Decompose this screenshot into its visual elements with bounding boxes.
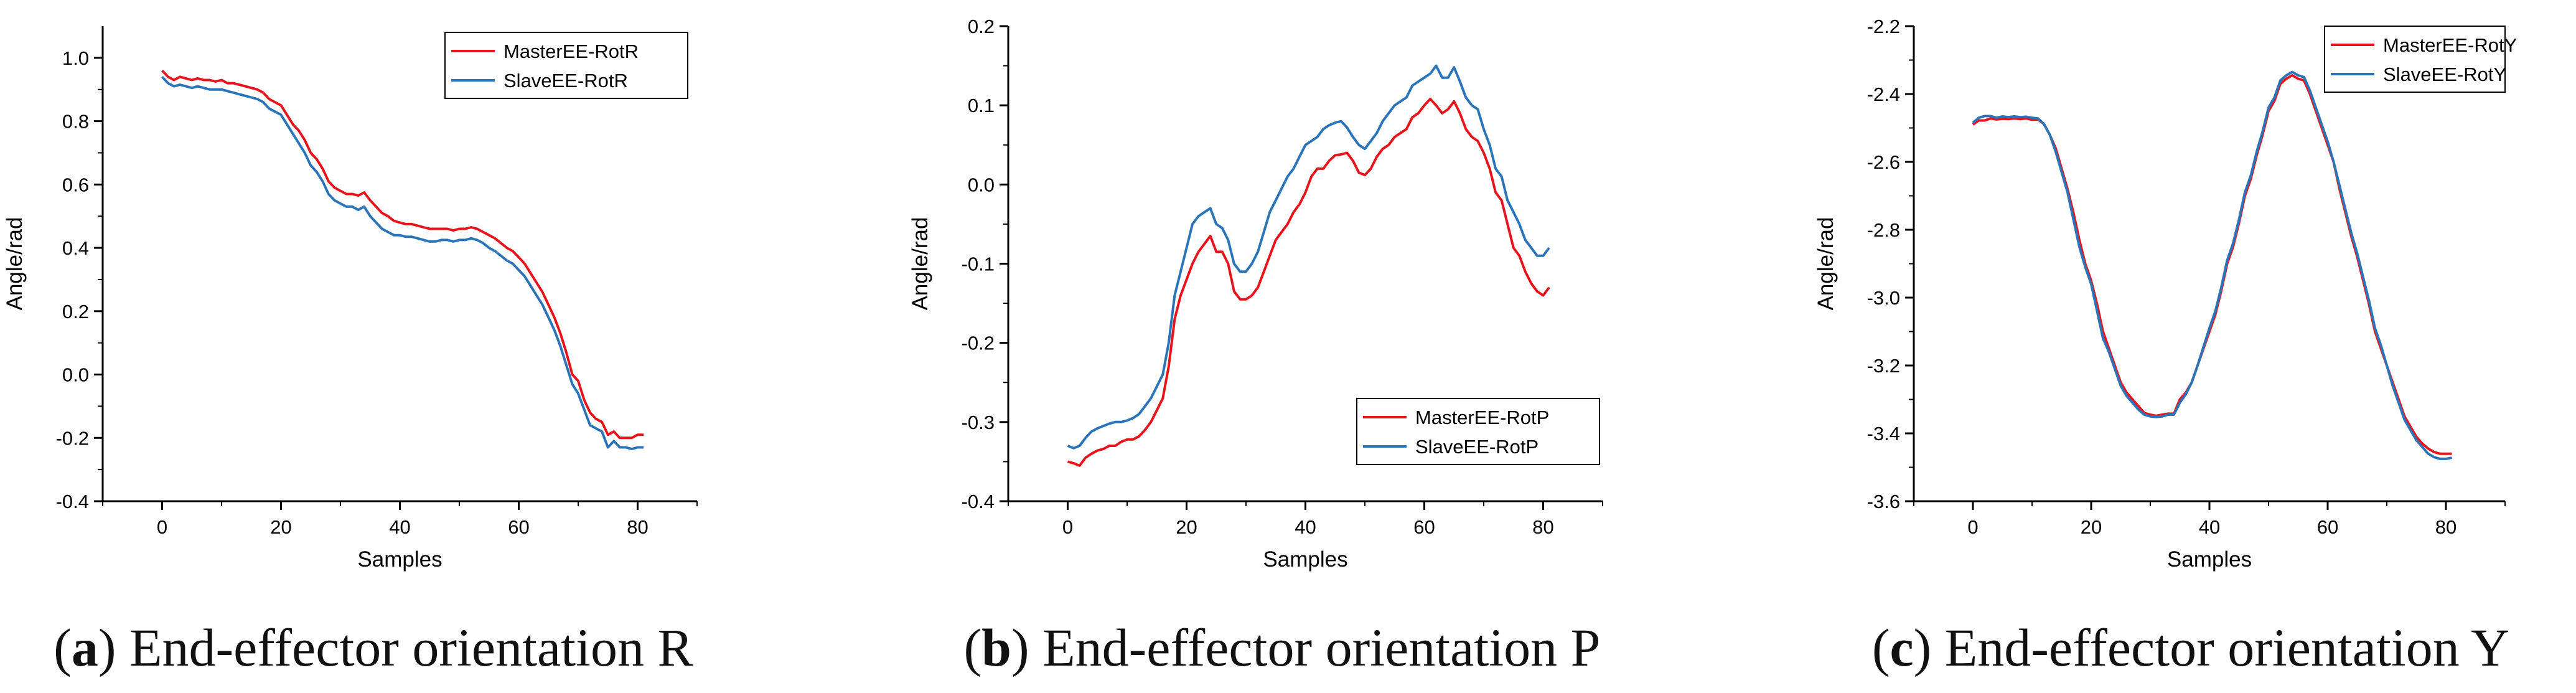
caption-b: (b) End-effector orientation P [963,618,1601,677]
c-x-tick-label: 80 [2435,516,2457,538]
b-y-tick-label: -0.3 [962,412,995,433]
a-x-axis-label: Samples [357,547,442,572]
c-y-tick-label: -3.6 [1867,491,1900,512]
b-legend-label-master: MasterEE-RotP [1415,407,1549,428]
c-series-line-slave [1972,70,2452,460]
b-x-tick-label: 40 [1295,516,1316,538]
a-y-axis-label: Angle/rad [2,217,27,311]
a-y-tick-label: -0.2 [56,427,89,449]
caption-a-letter: a [71,618,98,677]
c-y-tick-label: -3.0 [1867,287,1900,309]
c-y-tick-label: -3.4 [1867,423,1900,445]
b-series-line-master [1067,98,1550,467]
b-y-tick-label: -0.2 [962,332,995,354]
caption-a: (a) End-effector orientation R [54,618,693,677]
c-y-axis-label: Angle/rad [1814,217,1838,311]
a-legend-label-slave: SlaveEE-RotR [503,70,628,92]
b-series-line-slave [1067,64,1550,450]
a-y-tick-label: 0.0 [62,364,89,386]
c-x-tick-label: 40 [2199,516,2220,538]
c-x-tick-label: 0 [1967,516,1978,538]
b-legend-box [1356,398,1600,465]
caption-c-letter: c [1890,618,1914,677]
a-x-tick-label: 80 [627,516,648,538]
b-y-tick-label: -0.4 [962,491,995,512]
a-x-tick-label: 60 [508,516,529,538]
a-y-tick-label: 0.8 [62,111,89,133]
a-x-tick-label: 0 [157,516,167,538]
b-y-tick-label: 0.1 [968,95,995,116]
c-legend-box [2324,26,2506,93]
c-y-tick-label: -2.2 [1867,16,1900,37]
c-y-tick-label: -2.4 [1867,83,1900,105]
a-series-line-master [161,69,644,440]
c-x-axis-label: Samples [2167,547,2252,572]
a-y-tick-label: 0.4 [62,237,89,259]
a-x-tick-label: 20 [270,516,291,538]
caption-c-text: End-effector orientation Y [1931,618,2510,677]
caption-a-text: End-effector orientation R [116,618,693,677]
c-x-tick-label: 20 [2081,516,2102,538]
c-y-tick-label: -3.2 [1867,355,1900,377]
c-legend-label-master: MasterEE-RotY [2383,34,2517,56]
b-x-tick-label: 60 [1413,516,1435,538]
b-x-axis-label: Samples [1263,547,1347,572]
b-x-tick-label: 0 [1062,516,1073,538]
c-x-tick-label: 60 [2317,516,2338,538]
c-series-line-master [1972,74,2452,455]
b-y-tick-label: -0.1 [962,253,995,275]
caption-b-text: End-effector orientation P [1029,618,1601,677]
a-x-tick-label: 40 [389,516,410,538]
b-y-tick-label: 0.0 [968,174,995,196]
b-x-tick-label: 20 [1176,516,1197,538]
a-y-tick-label: -0.4 [56,491,89,512]
b-y-axis-label: Angle/rad [908,217,932,311]
a-legend-box [444,32,688,99]
c-y-tick-label: -2.8 [1867,219,1900,241]
caption-b-letter: b [981,618,1011,677]
a-legend-label-master: MasterEE-RotR [503,40,639,62]
a-y-tick-label: 0.2 [62,301,89,323]
b-legend-label-slave: SlaveEE-RotP [1415,436,1539,458]
a-series-line-slave [161,76,644,451]
c-y-tick-label: -2.6 [1867,151,1900,173]
c-legend-label-slave: SlaveEE-RotY [2383,64,2506,85]
b-y-tick-label: 0.2 [968,16,995,37]
a-y-tick-label: 0.6 [62,174,89,196]
caption-c: (c) End-effector orientation Y [1871,618,2510,677]
b-x-tick-label: 80 [1532,516,1553,538]
a-y-tick-label: 1.0 [62,47,89,69]
